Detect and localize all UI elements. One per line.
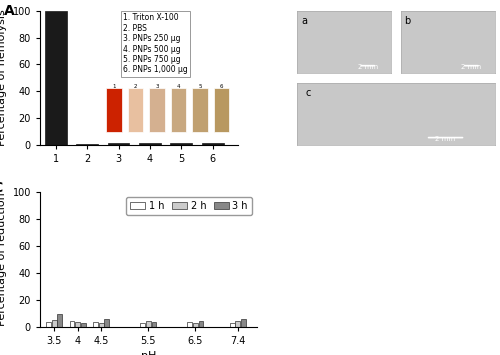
Bar bbox=[193, 323, 198, 327]
Text: 1. Triton X-100
2. PBS
3. PNPs 250 µg
4. PNPs 500 µg
5. PNPs 750 µg
6. PNPs 1,00: 1. Triton X-100 2. PBS 3. PNPs 250 µg 4.… bbox=[123, 13, 188, 74]
Bar bbox=[70, 321, 74, 327]
Bar bbox=[236, 321, 240, 327]
Y-axis label: Percentage of reduction: Percentage of reduction bbox=[0, 192, 7, 326]
Bar bbox=[241, 319, 246, 327]
Bar bbox=[146, 321, 150, 327]
Bar bbox=[99, 323, 103, 327]
Bar bbox=[202, 143, 224, 145]
Y-axis label: Percentage of hemolysis: Percentage of hemolysis bbox=[0, 10, 7, 146]
Bar bbox=[76, 322, 80, 327]
Bar bbox=[188, 322, 192, 327]
Bar bbox=[152, 322, 156, 327]
Bar bbox=[81, 323, 86, 327]
Text: b: b bbox=[404, 16, 411, 26]
Bar bbox=[44, 11, 66, 145]
Bar bbox=[104, 319, 110, 327]
Bar bbox=[198, 321, 203, 327]
Text: 2 mm: 2 mm bbox=[436, 136, 456, 142]
Bar bbox=[140, 323, 145, 327]
Text: a: a bbox=[301, 16, 307, 26]
X-axis label: pH: pH bbox=[140, 351, 156, 355]
Bar bbox=[52, 320, 57, 327]
Bar bbox=[170, 143, 192, 145]
Text: A: A bbox=[4, 4, 15, 18]
Text: 2 mm: 2 mm bbox=[462, 64, 481, 70]
Bar bbox=[230, 323, 234, 327]
Bar bbox=[139, 143, 161, 145]
Bar bbox=[108, 143, 130, 145]
Bar bbox=[93, 322, 98, 327]
Bar bbox=[76, 144, 98, 145]
Text: c: c bbox=[305, 88, 310, 98]
Bar bbox=[46, 322, 51, 327]
Bar bbox=[58, 314, 62, 327]
Legend: 1 h, 2 h, 3 h: 1 h, 2 h, 3 h bbox=[126, 197, 252, 215]
Text: 2 mm: 2 mm bbox=[358, 64, 378, 70]
Text: C: C bbox=[0, 181, 2, 195]
